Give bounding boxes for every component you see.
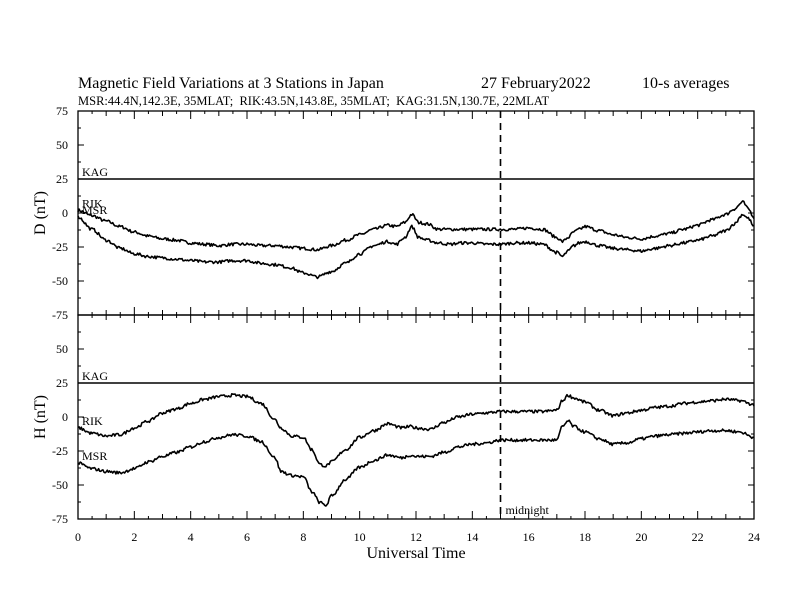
x-tick-label: 16 (523, 530, 535, 544)
series-label-rik: RIK (82, 414, 103, 428)
series-line-msr (77, 213, 755, 280)
series-line-rik (77, 393, 755, 468)
chart-date: 27 February2022 (481, 75, 591, 92)
x-tick-label: 24 (748, 530, 760, 544)
series-label-msr: MSR (82, 203, 107, 217)
panel-frame (77, 314, 755, 520)
y-axis-label: D (nT) (32, 191, 49, 235)
x-tick-label: 2 (131, 530, 137, 544)
x-tick-label: 22 (692, 530, 704, 544)
series-label-rik: RIK (82, 196, 103, 210)
panel-h: -75 -50 -25 0 25 50 H (nT) KAG RIK MSR (32, 314, 755, 526)
x-tick-label: 6 (244, 530, 250, 544)
x-tick-label: 14 (466, 530, 478, 544)
y-tick-label: 50 (56, 342, 68, 356)
y-tick-label: -50 (52, 274, 68, 288)
series-line-rik (77, 200, 755, 252)
x-tick-label: 10 (354, 530, 366, 544)
x-axis-label: Universal Time (366, 545, 465, 562)
x-tick-label: 8 (300, 530, 306, 544)
x-tick-label: 20 (635, 530, 647, 544)
y-tick-label: -75 (52, 512, 68, 526)
y-tick-label: 25 (56, 172, 68, 186)
y-tick-label: 75 (56, 104, 68, 118)
panel-frame (77, 110, 755, 316)
x-tick-label: 12 (410, 530, 422, 544)
y-tick-label: -25 (52, 444, 68, 458)
y-tick-label: 25 (56, 376, 68, 390)
y-axis-label: H (nT) (32, 395, 49, 439)
chart-title: Magnetic Field Variations at 3 Stations … (78, 75, 384, 92)
y-tick-label: -50 (52, 478, 68, 492)
series-label-msr: MSR (82, 449, 107, 463)
y-tick-label: 0 (62, 206, 68, 220)
y-tick-label: 50 (56, 138, 68, 152)
x-tick-label: 0 (75, 530, 81, 544)
chart-subtitle: MSR:44.4N,142.3E, 35MLAT; RIK:43.5N,143.… (78, 94, 550, 108)
y-tick-label: -25 (52, 240, 68, 254)
y-tick-label: -75 (52, 308, 68, 322)
series-label-kag: KAG (82, 165, 108, 179)
x-tick-label: 4 (188, 530, 194, 544)
y-tick-label: 0 (62, 410, 68, 424)
series-label-kag: KAG (82, 369, 108, 383)
series-line-msr (77, 419, 755, 507)
x-tick-label: 18 (579, 530, 591, 544)
chart-averaging: 10-s averages (642, 75, 730, 92)
midnight-label: midnight (506, 503, 550, 517)
